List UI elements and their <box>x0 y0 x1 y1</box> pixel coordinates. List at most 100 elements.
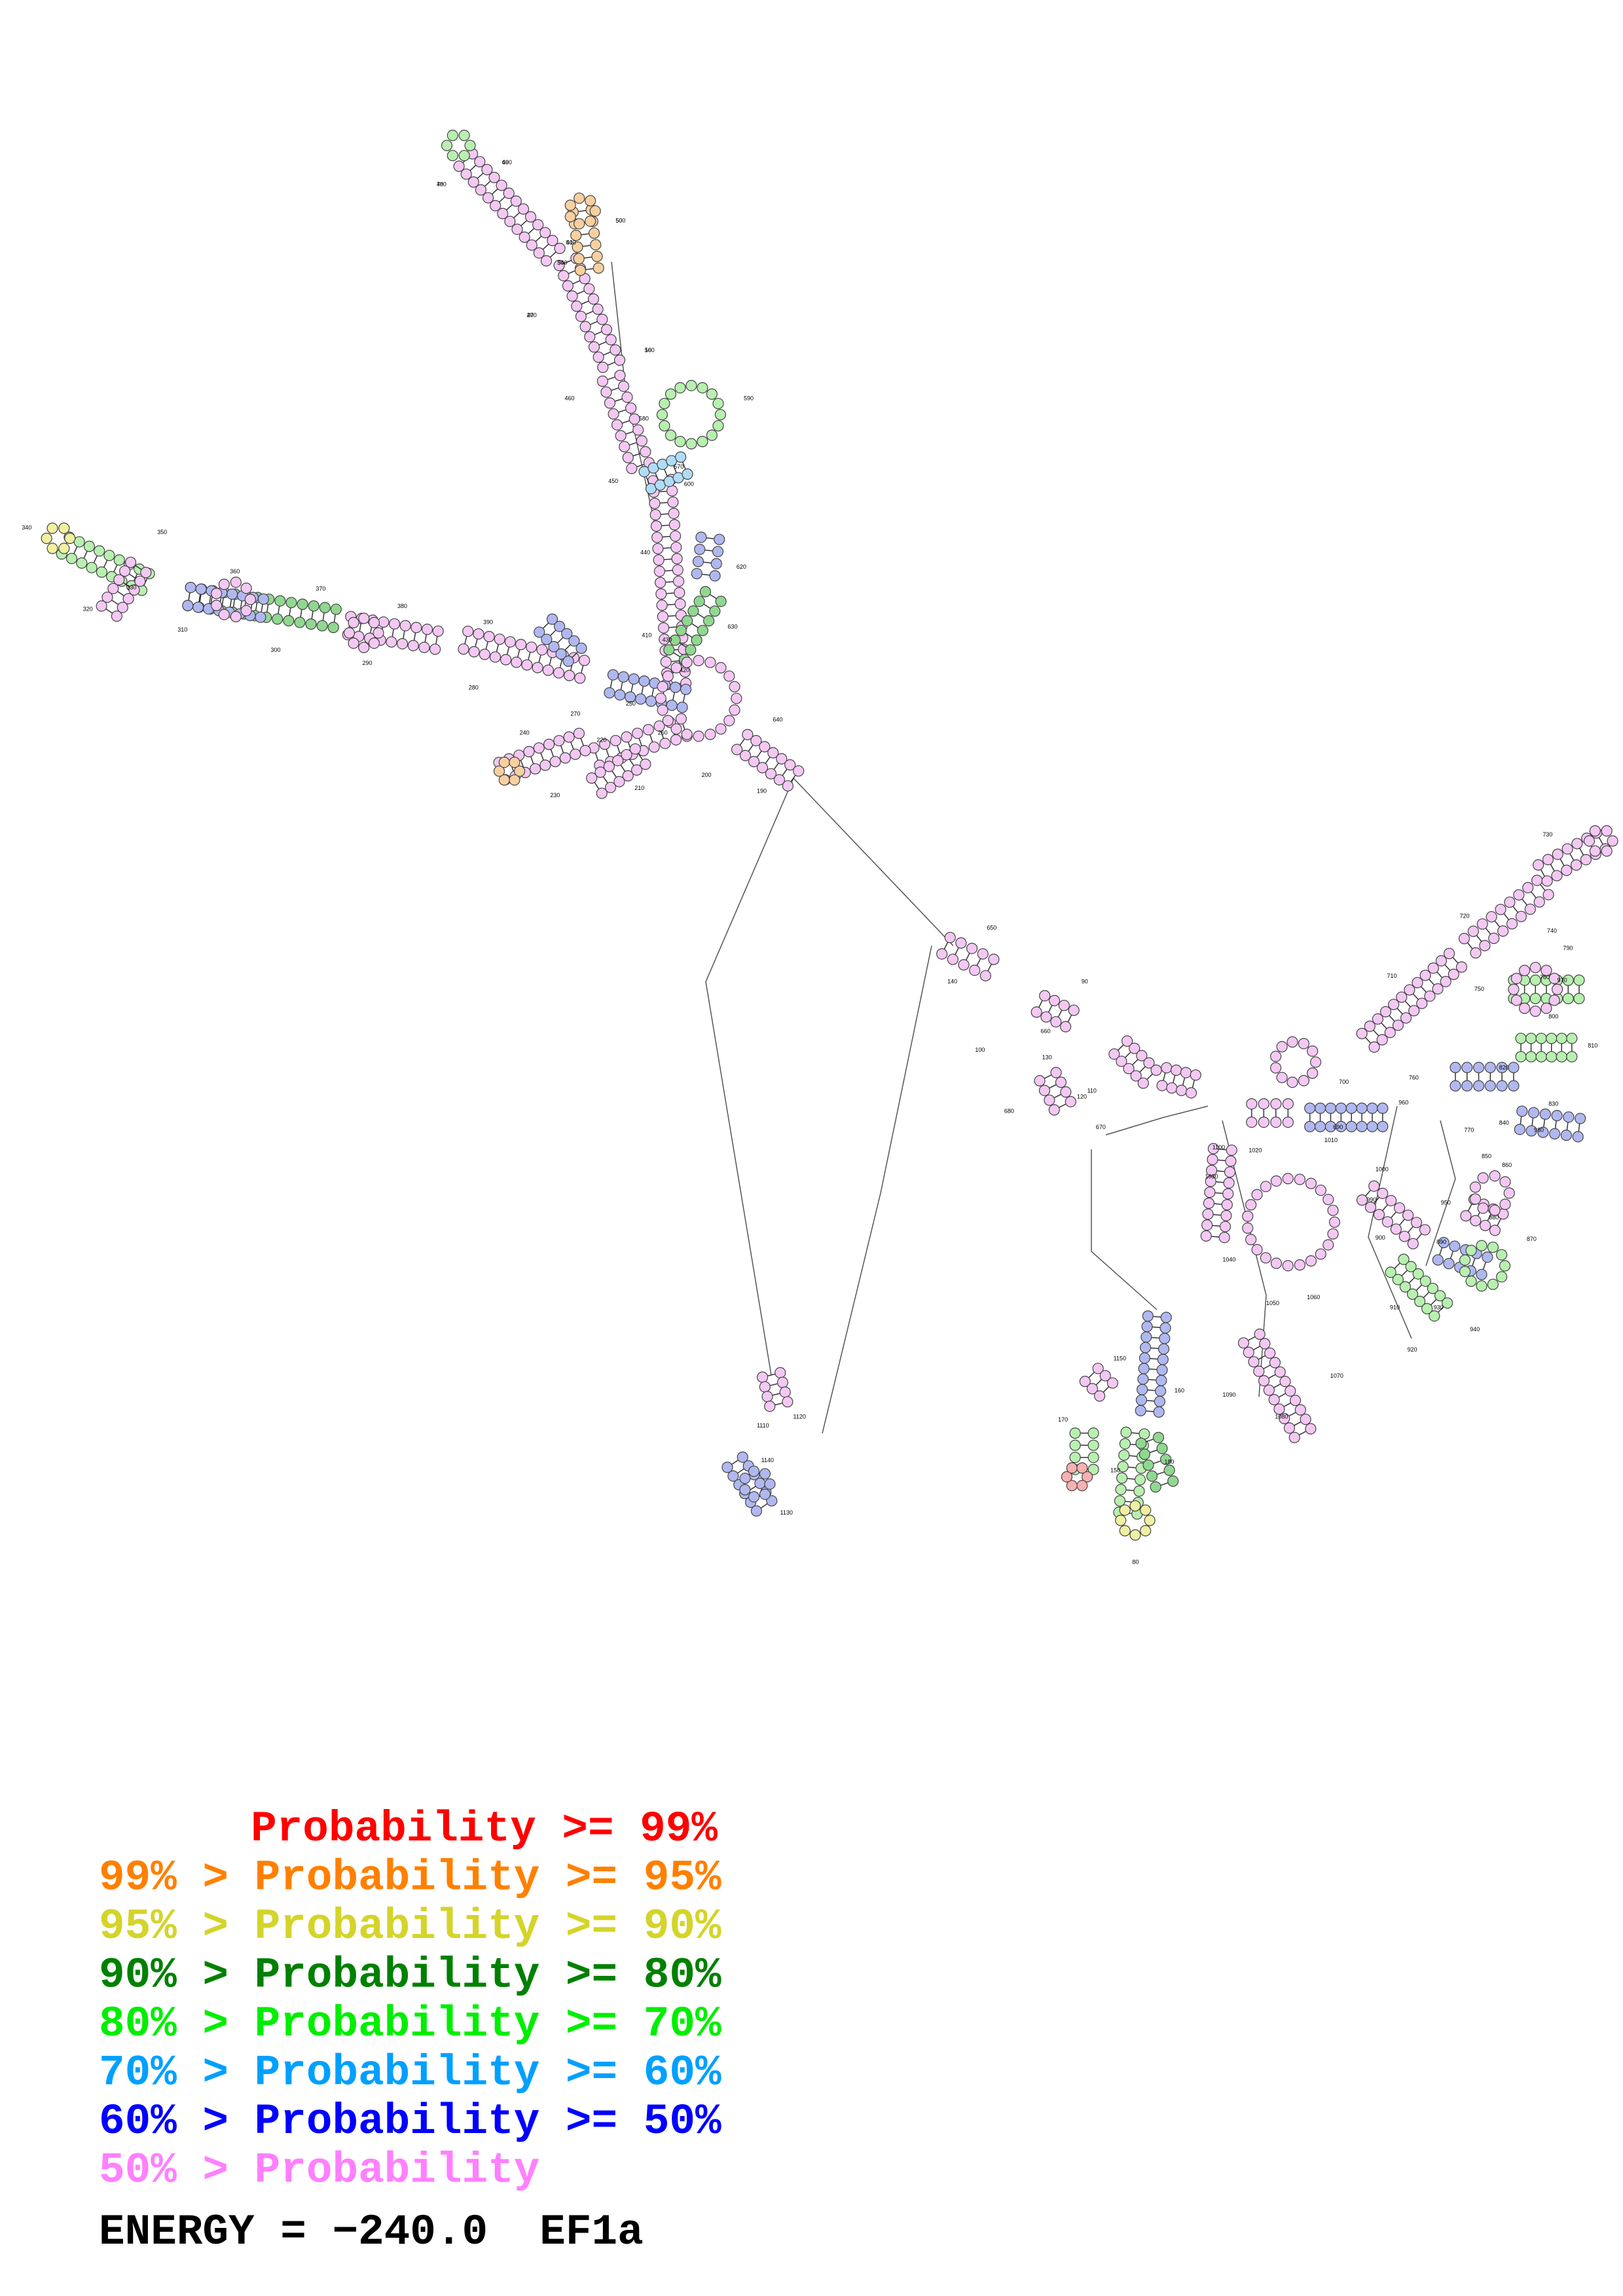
nucleotide <box>1515 910 1527 922</box>
nucleotide <box>1510 994 1522 1006</box>
nucleotide <box>1434 1290 1446 1302</box>
position-label: 760 <box>1409 1074 1419 1081</box>
nucleotide <box>1467 925 1479 937</box>
nucleotide <box>714 533 725 545</box>
nucleotide <box>1410 1217 1423 1229</box>
nucleotide <box>1294 1259 1305 1271</box>
nucleotide <box>1119 1525 1131 1537</box>
nucleotide <box>1076 1480 1088 1492</box>
position-label: 700 <box>1339 1079 1349 1085</box>
nucleotide <box>1524 903 1536 915</box>
nucleotide <box>1476 1240 1487 1251</box>
nucleotide <box>1253 1365 1265 1377</box>
nucleotide <box>1531 874 1543 886</box>
nucleotide <box>559 752 572 764</box>
nucleotide <box>955 937 967 949</box>
nucleotide <box>1160 1312 1172 1323</box>
nucleotide <box>1203 1197 1215 1209</box>
nucleotide <box>128 584 140 596</box>
nucleotide <box>192 601 204 613</box>
nucleotide <box>1583 835 1596 847</box>
nucleotide <box>1368 1180 1380 1192</box>
position-label: 310 <box>177 626 187 633</box>
nucleotide <box>697 624 708 636</box>
nucleotide <box>542 664 554 676</box>
nucleotide <box>672 575 685 587</box>
nucleotide <box>1556 1050 1567 1063</box>
nucleotide <box>1551 870 1563 882</box>
nucleotide <box>489 651 501 663</box>
position-label: 110 <box>1087 1087 1097 1094</box>
nucleotide <box>737 1451 748 1463</box>
nucleotide <box>611 419 623 431</box>
nucleotide <box>1300 1413 1311 1426</box>
nucleotide <box>1392 1274 1404 1285</box>
nucleotide <box>1470 947 1482 959</box>
position-label: 770 <box>1464 1126 1474 1133</box>
nucleotide <box>715 662 727 673</box>
nucleotide <box>1136 1050 1148 1062</box>
nucleotide <box>966 942 978 954</box>
nucleotide <box>558 270 570 281</box>
nucleotide <box>681 656 693 668</box>
nucleotide <box>327 622 339 634</box>
position-label: 1140 <box>761 1457 774 1463</box>
nucleotide <box>1435 955 1448 967</box>
nucleotide <box>1571 838 1583 850</box>
nucleotide <box>1156 1443 1168 1454</box>
position-label: 300 <box>270 647 280 653</box>
legend-entry: 60% > Probability >= 50% <box>99 2097 721 2146</box>
nucleotide <box>1482 1251 1493 1263</box>
nucleotide <box>739 749 752 761</box>
nucleotide <box>731 744 743 755</box>
nucleotide <box>1414 1295 1426 1307</box>
nucleotide <box>1258 1116 1269 1128</box>
nucleotide <box>605 334 617 346</box>
backbone-link <box>1425 1120 1456 1266</box>
nucleotide <box>1589 845 1601 857</box>
nucleotide <box>211 588 223 600</box>
nucleotide <box>468 646 480 658</box>
nucleotide <box>533 247 545 259</box>
position-label: 660 <box>1040 1028 1050 1034</box>
nucleotide <box>554 620 566 632</box>
nucleotide <box>729 681 740 692</box>
nucleotide <box>1142 1310 1154 1322</box>
nucleotide <box>230 611 242 622</box>
nucleotide <box>629 413 640 425</box>
nucleotide <box>1398 1230 1410 1242</box>
nucleotide <box>274 595 286 607</box>
position-label: 160 <box>1175 1387 1184 1393</box>
position-label: 980 <box>1534 1126 1544 1133</box>
position-label: 1110 <box>757 1422 769 1429</box>
nucleotide <box>668 507 680 520</box>
nucleotide <box>596 787 608 799</box>
nucleotide <box>759 1381 771 1393</box>
nucleotide <box>1562 975 1574 986</box>
nucleotide <box>662 670 674 682</box>
position-label: 70 <box>437 181 443 188</box>
nucleotide <box>1166 1082 1178 1094</box>
nucleotide <box>1167 1475 1179 1487</box>
nucleotide <box>667 496 679 508</box>
nucleotide <box>1537 1126 1549 1138</box>
nucleotide <box>1442 1297 1453 1309</box>
nucleotide <box>1573 993 1585 1005</box>
nucleotide <box>651 531 663 543</box>
position-label: 780 <box>1540 974 1550 980</box>
nucleotide <box>1069 1427 1081 1439</box>
nucleotide <box>578 655 591 666</box>
nucleotide <box>1459 1254 1471 1266</box>
position-labels: 480 490 500 510 540 470 560 460 580 590 450 570 600 4… <box>22 159 1597 1566</box>
nucleotide <box>503 187 515 199</box>
nucleotide <box>1552 984 1563 996</box>
nucleotide <box>1156 1080 1168 1092</box>
nucleotide <box>1541 965 1552 977</box>
nucleotide <box>608 408 619 420</box>
nucleotide <box>656 408 668 421</box>
position-label: 40 <box>566 239 573 245</box>
nucleotide <box>1465 1244 1477 1257</box>
nucleotide <box>765 768 777 780</box>
position-label: 740 <box>1547 927 1557 934</box>
nucleotide <box>1522 882 1534 893</box>
